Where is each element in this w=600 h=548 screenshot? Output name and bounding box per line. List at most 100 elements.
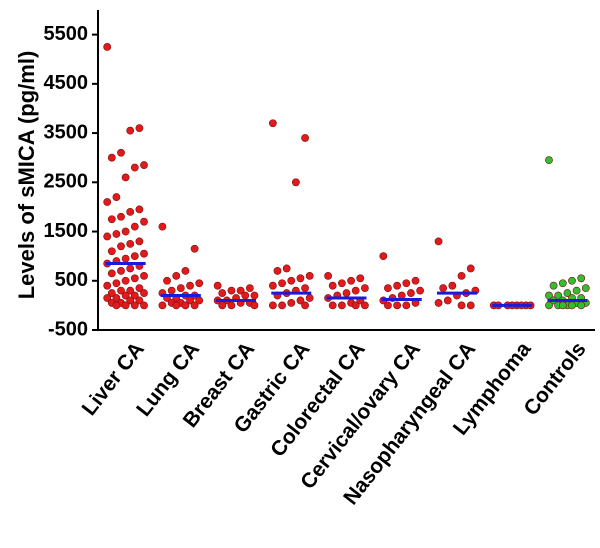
data-point: [545, 156, 553, 165]
data-point: [356, 274, 365, 283]
data-point: [140, 271, 148, 280]
data-point: [227, 301, 236, 310]
data-point: [126, 126, 135, 135]
data-point: [273, 267, 282, 275]
data-point: [112, 193, 121, 201]
data-point: [126, 264, 135, 273]
y-tick-label: 3500: [44, 121, 89, 143]
data-point: [434, 299, 443, 307]
data-point: [268, 119, 277, 128]
data-point: [278, 279, 286, 288]
data-point: [581, 284, 590, 293]
data-point: [186, 281, 194, 290]
data-point: [549, 281, 558, 290]
data-point: [434, 237, 443, 246]
data-point: [190, 244, 199, 253]
data-point: [577, 274, 586, 283]
data-point: [351, 286, 360, 295]
data-point: [379, 252, 388, 261]
data-point: [140, 289, 148, 297]
y-tick-label: 5500: [44, 23, 89, 45]
data-point: [112, 230, 121, 238]
data-point: [135, 284, 144, 293]
data-point: [140, 249, 148, 258]
data-point: [402, 279, 411, 288]
data-point: [140, 217, 148, 226]
data-point: [282, 264, 291, 273]
data-point: [140, 161, 148, 169]
data-point: [393, 281, 402, 290]
data-point: [163, 276, 171, 285]
data-point: [402, 301, 411, 310]
data-point: [416, 286, 425, 295]
data-point: [558, 279, 567, 288]
data-point: [236, 286, 245, 295]
data-point: [121, 173, 130, 182]
data-point: [572, 286, 581, 295]
data-point: [301, 284, 309, 293]
data-point: [103, 198, 112, 206]
data-point: [103, 294, 112, 302]
data-point: [158, 301, 167, 310]
data-point: [172, 301, 181, 310]
data-point: [107, 247, 116, 256]
data-point: [577, 301, 586, 310]
data-point: [135, 124, 144, 133]
data-point: [195, 279, 204, 288]
data-point: [135, 296, 144, 305]
data-point: [287, 276, 296, 285]
data-point: [305, 271, 314, 280]
data-point: [466, 264, 475, 273]
data-point: [268, 301, 277, 310]
data-point: [126, 207, 135, 216]
y-tick-label: 1500: [44, 220, 89, 242]
data-point: [328, 281, 337, 290]
data-point: [176, 284, 185, 293]
data-point: [250, 301, 259, 310]
data-point: [407, 289, 415, 297]
data-point: [130, 301, 139, 310]
data-point: [278, 301, 286, 310]
data-point: [130, 252, 139, 261]
data-point: [296, 296, 305, 305]
data-point: [545, 301, 553, 310]
data-point: [107, 289, 116, 297]
data-point: [117, 148, 125, 157]
y-tick-label: 2500: [44, 171, 89, 193]
data-point: [360, 284, 369, 293]
data-point: [218, 289, 227, 297]
data-point: [130, 222, 139, 231]
data-point: [241, 291, 250, 300]
data-point: [457, 271, 466, 280]
data-point: [305, 294, 314, 302]
data-point: [172, 271, 181, 280]
data-point: [384, 301, 392, 310]
data-point: [448, 281, 457, 290]
data-point: [393, 301, 402, 310]
data-point: [568, 301, 576, 310]
data-point: [181, 301, 190, 310]
data-point: [190, 301, 199, 310]
data-point: [112, 279, 121, 288]
data-point: [301, 134, 309, 142]
data-point: [130, 274, 139, 283]
data-point: [135, 237, 144, 246]
data-point: [324, 271, 332, 280]
data-point: [121, 291, 130, 300]
y-axis-label: Levels of sMICA (pg/ml): [14, 51, 39, 300]
data-point: [384, 284, 392, 293]
data-point: [181, 267, 190, 275]
data-point: [347, 276, 355, 285]
data-point: [107, 269, 116, 278]
data-point: [130, 163, 139, 172]
data-point: [250, 291, 259, 300]
data-point: [158, 222, 167, 231]
data-point: [107, 153, 116, 162]
data-point: [443, 296, 452, 305]
data-point: [291, 178, 300, 187]
data-point: [130, 291, 139, 300]
data-point: [337, 279, 346, 288]
data-point: [121, 254, 130, 263]
data-point: [107, 215, 116, 224]
